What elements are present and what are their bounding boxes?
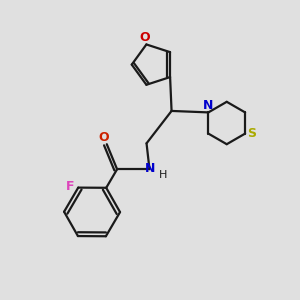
Text: O: O (98, 131, 109, 144)
Text: S: S (247, 127, 256, 140)
Text: N: N (145, 162, 155, 175)
Text: N: N (203, 99, 214, 112)
Text: O: O (140, 32, 150, 44)
Text: H: H (158, 169, 167, 179)
Text: F: F (66, 180, 74, 193)
